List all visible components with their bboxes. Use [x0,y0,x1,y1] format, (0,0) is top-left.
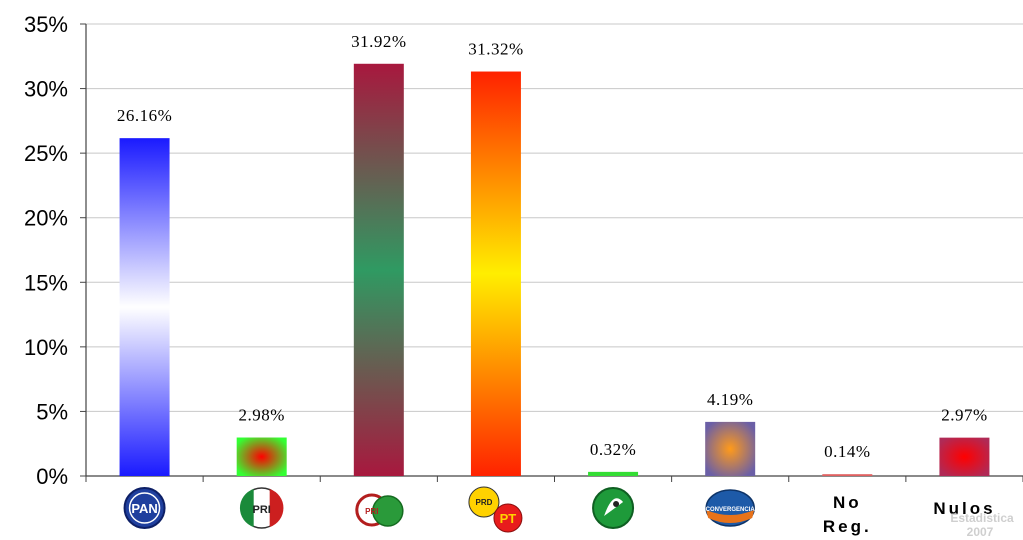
y-tick-label: 10% [24,335,68,360]
category-axis-labels: PAN PRI PRI PRD PT CONVERGENCIA No Reg. Nulos [123,486,995,536]
data-label: 26.16% [117,106,172,125]
logo-text: PAN [131,501,157,516]
y-tick-label: 0% [36,464,68,489]
pri-pvem-coalition-logo-icon: PRI [355,493,404,527]
data-label: 4.19% [707,390,753,409]
bar-convergencia [705,421,756,476]
y-tick-label: 25% [24,141,68,166]
category-label: No [833,493,862,512]
logo-text: PT [500,511,517,526]
data-label: 0.32% [590,440,636,459]
watermark-year: 2007 [967,525,994,539]
gridlines [86,23,1023,412]
data-label: 31.92% [351,32,406,51]
data-label: 2.98% [238,406,284,425]
pvem-logo-icon [592,487,635,529]
y-tick-label: 30% [24,77,68,102]
bar-pri-pvem [353,63,404,476]
convergencia-logo-icon: CONVERGENCIA [705,489,756,527]
bar-pvem [588,471,639,476]
y-tick-label: 15% [24,270,68,295]
data-labels: 26.16% 2.98% 31.92% 31.32% 0.32% 4.19% 0.14% 2.… [117,32,987,461]
bars [119,63,990,477]
y-tick-label: 5% [36,399,68,424]
pan-logo-icon: PAN [123,487,166,529]
logo-text: PRI [253,504,271,516]
data-label: 0.14% [824,442,870,461]
logo-text: PRD [475,498,492,507]
bar-no-reg- [822,474,873,476]
bar-nulos [939,437,990,476]
prd-pt-coalition-logo-icon: PRD PT [468,486,523,533]
bar-prd-pt [470,71,521,477]
watermark-text: Estadística [950,511,1014,525]
bar-pan [119,138,170,476]
category-label: Reg. [823,517,872,536]
logo-text: PRI [365,507,378,516]
y-tick-label: 35% [24,12,68,37]
bar-pri [236,437,287,476]
y-tick-label: 20% [24,206,68,231]
data-label: 31.32% [468,40,523,59]
data-label: 2.97% [941,406,987,425]
category-label: Nulos [933,499,995,518]
axes [80,23,1023,482]
logo-text: CONVERGENCIA [706,507,756,513]
y-tick-labels: 0% 5% 10% 15% 20% 25% 30% 35% [24,12,68,489]
pri-logo-icon: PRI [239,487,284,529]
